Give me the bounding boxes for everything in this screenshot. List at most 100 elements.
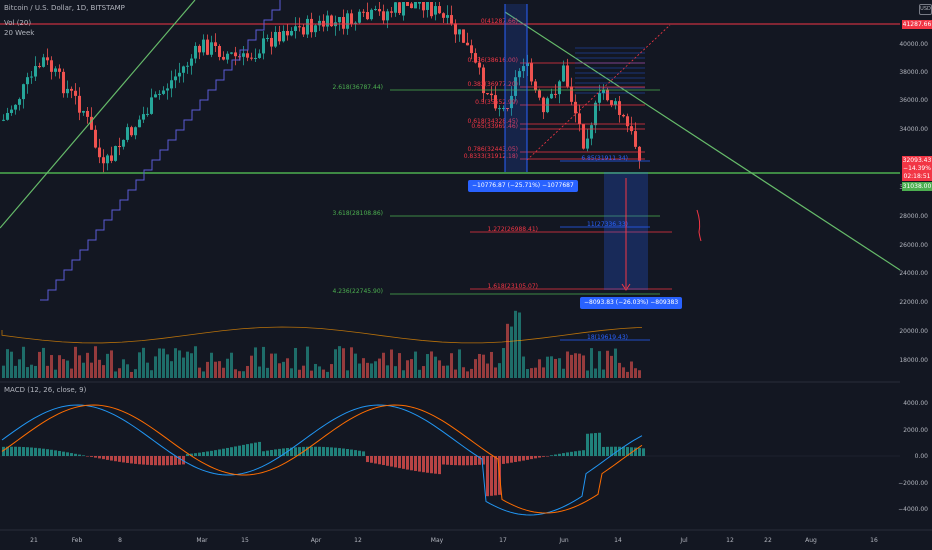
volume-bar	[130, 371, 133, 378]
candle-body	[446, 15, 449, 18]
price-tick: 40000.00	[899, 41, 928, 48]
candle-body	[174, 76, 177, 81]
volume-bar	[14, 365, 17, 378]
candle-body	[318, 20, 321, 26]
support-price-label: 31038.00	[902, 182, 932, 191]
candle-body	[586, 138, 589, 149]
candle-body	[74, 90, 77, 96]
macd-pane[interactable]	[0, 404, 900, 516]
candle-body	[98, 147, 101, 158]
volume-bar	[170, 361, 173, 378]
macd-histogram-bar	[446, 456, 449, 465]
descending-trendline[interactable]	[504, 11, 901, 271]
volume-bar	[438, 360, 441, 378]
volume-bar	[118, 368, 121, 378]
measure-label-2[interactable]: −8093.83 (−26.03%) −809383	[580, 297, 683, 309]
candle-body	[398, 2, 401, 14]
symbol-title[interactable]: Bitcoin / U.S. Dollar, 1D, BITSTAMP	[4, 4, 125, 12]
volume-bar	[486, 363, 489, 378]
macd-histogram-bar	[522, 456, 525, 461]
volume-bar	[638, 370, 641, 378]
volume-bar	[122, 359, 125, 378]
volume-bar	[378, 358, 381, 378]
macd-histogram-bar	[438, 456, 441, 475]
signal-line	[1, 404, 643, 514]
volume-bar	[490, 351, 493, 378]
macd-histogram-bar	[202, 452, 205, 456]
volume-bar	[158, 348, 161, 378]
macd-histogram-bar	[494, 456, 497, 496]
macd-histogram-bar	[518, 456, 521, 462]
candle-body	[158, 93, 161, 95]
volume-bar	[74, 346, 77, 378]
volume-bar	[34, 365, 37, 378]
volume-label[interactable]: Vol (20)	[4, 19, 32, 27]
volume-bar	[386, 365, 389, 378]
volume-bar	[206, 361, 209, 378]
volume-ma-line	[1, 326, 643, 344]
macd-histogram-bar	[154, 456, 157, 466]
currency-button[interactable]: USD	[919, 4, 932, 15]
candle-body	[490, 93, 493, 96]
volume-bar	[502, 348, 505, 378]
volume-bar	[466, 371, 469, 378]
macd-histogram-bar	[38, 448, 41, 456]
price-axis[interactable]	[900, 0, 932, 550]
volume-bar	[626, 371, 629, 378]
candle-body	[570, 86, 573, 102]
candle-body	[422, 2, 425, 11]
candle-body	[210, 42, 213, 55]
macd-histogram-bar	[282, 448, 285, 456]
candle-body	[582, 124, 585, 149]
volume-bar	[310, 370, 313, 378]
candle-body	[486, 93, 489, 95]
volume-bar	[630, 361, 633, 378]
candle-body	[450, 15, 453, 24]
ascending-trendline[interactable]	[0, 0, 196, 229]
volume-bar	[426, 354, 429, 378]
candle-body	[302, 27, 305, 35]
candle-body	[514, 77, 517, 96]
fib-levels[interactable]: 0(41287.66) 0.236(38616.00) 0.382(36977.20…	[333, 18, 673, 341]
price-tick: 36000.00	[899, 97, 928, 104]
fib-label: 0.236(38616.00)	[468, 57, 519, 64]
macd-histogram-bar	[46, 449, 49, 456]
fib-label: 0.8333(31912.18)	[464, 153, 518, 160]
candle-body	[502, 107, 505, 109]
fib-label: 0.618(34328.45)	[468, 118, 519, 125]
macd-histogram-bar	[514, 456, 517, 463]
candle-body	[114, 146, 117, 161]
macd-histogram-bar	[118, 456, 121, 462]
macd-histogram-bar	[122, 456, 125, 463]
macd-histogram-bar	[558, 453, 561, 456]
volume-bar	[370, 363, 373, 378]
macd-histogram-bar	[246, 444, 249, 456]
macd-histogram-bar	[110, 456, 113, 461]
candle-body	[222, 56, 225, 60]
macd-axis-ticks: 4000.00 2000.00 0.00 −2000.00 −4000.00	[898, 400, 928, 513]
macd-histogram-bar	[362, 451, 365, 456]
candle-body	[66, 88, 69, 94]
volume-bar	[442, 365, 445, 378]
time-tick: 14	[614, 537, 622, 544]
candle-body	[226, 53, 229, 60]
candle-body	[118, 146, 121, 148]
macd-histogram-bar	[306, 446, 309, 456]
volume-bar	[478, 353, 481, 378]
candle-body	[10, 109, 13, 113]
measure-label-1[interactable]: −10776.87 (−25.71%) −1077687	[468, 180, 578, 192]
candle-body	[458, 29, 461, 35]
macd-histogram-bar	[390, 456, 393, 467]
macd-histogram-bar	[130, 456, 133, 464]
ma-label[interactable]: 20 Week	[4, 29, 35, 37]
macd-label[interactable]: MACD (12, 26, close, 9)	[4, 386, 87, 394]
time-tick: 16	[870, 537, 878, 544]
candle-body	[306, 18, 309, 35]
candle-body	[342, 17, 345, 29]
volume-bar	[330, 364, 333, 378]
candle-body	[294, 26, 297, 31]
macd-histogram-bar	[414, 456, 417, 471]
macd-histogram-bar	[458, 456, 461, 466]
volume-bar	[30, 364, 33, 378]
